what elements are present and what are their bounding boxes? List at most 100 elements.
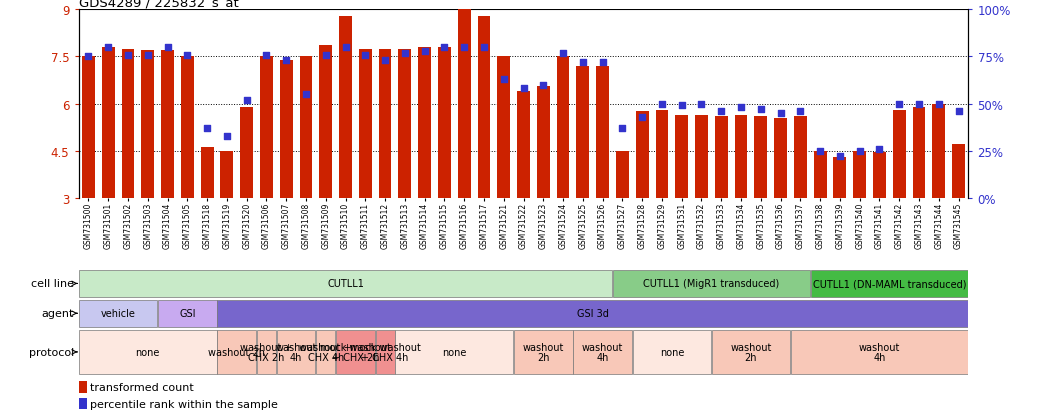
Point <box>357 52 374 59</box>
Bar <box>82 57 95 198</box>
Point <box>891 101 908 107</box>
Bar <box>517 92 530 198</box>
Text: washout
2h: washout 2h <box>522 342 564 363</box>
Point <box>773 110 789 117</box>
Bar <box>141 51 154 198</box>
Point <box>297 92 314 98</box>
Point <box>555 50 572 57</box>
Point <box>277 58 294 64</box>
Bar <box>161 51 174 198</box>
Bar <box>636 112 648 198</box>
Bar <box>695 115 708 198</box>
Bar <box>577 66 589 198</box>
Text: protocol: protocol <box>29 347 74 357</box>
Bar <box>336 330 375 374</box>
Point <box>831 154 848 160</box>
Point <box>495 76 512 83</box>
Bar <box>399 50 411 198</box>
Text: mock washout
+ CHX 4h: mock washout + CHX 4h <box>350 342 421 363</box>
Point <box>475 45 492 51</box>
Point <box>733 105 750 112</box>
Bar <box>339 17 352 198</box>
Bar <box>218 300 968 327</box>
Point <box>614 126 630 132</box>
Text: CUTLL1 (MigR1 transduced): CUTLL1 (MigR1 transduced) <box>643 279 780 289</box>
Bar <box>379 50 392 198</box>
Point <box>792 109 808 115</box>
Text: none: none <box>135 347 160 357</box>
Point <box>595 59 611 66</box>
Bar <box>557 57 570 198</box>
Bar <box>280 60 292 198</box>
Text: none: none <box>660 347 684 357</box>
Point <box>753 107 770 113</box>
Bar <box>810 270 968 297</box>
Point <box>239 97 255 104</box>
Bar <box>755 117 767 198</box>
Bar <box>79 270 612 297</box>
Point <box>436 45 452 51</box>
Text: washout +
CHX 4h: washout + CHX 4h <box>299 342 352 363</box>
Bar <box>240 107 253 198</box>
Bar <box>514 330 573 374</box>
Point <box>633 114 650 121</box>
Bar <box>814 151 826 198</box>
Text: GSI: GSI <box>179 309 196 318</box>
Bar <box>257 330 276 374</box>
Bar <box>438 48 451 198</box>
Text: transformed count: transformed count <box>90 382 194 392</box>
Bar <box>853 151 866 198</box>
Point <box>219 133 236 140</box>
Bar <box>873 153 886 198</box>
Bar <box>632 330 711 374</box>
Bar <box>735 115 748 198</box>
Bar <box>574 330 632 374</box>
Bar <box>794 117 807 198</box>
Text: washout 2h: washout 2h <box>208 347 265 357</box>
Point <box>397 50 414 57</box>
Text: none: none <box>442 347 467 357</box>
Bar <box>218 330 257 374</box>
Text: agent: agent <box>42 309 74 318</box>
Text: washout
4h: washout 4h <box>582 342 623 363</box>
Bar <box>102 48 114 198</box>
Point <box>653 101 670 107</box>
Point <box>139 52 156 59</box>
Bar <box>201 148 214 198</box>
Text: washout +
CHX 2h: washout + CHX 2h <box>240 342 293 363</box>
Bar <box>396 330 513 374</box>
Bar <box>359 50 372 198</box>
Point <box>455 45 472 51</box>
Point <box>535 82 552 89</box>
Bar <box>79 382 87 392</box>
Point <box>119 52 136 59</box>
Bar <box>121 50 134 198</box>
Bar <box>79 398 87 409</box>
Point <box>575 59 592 66</box>
Bar <box>833 157 846 198</box>
Text: cell line: cell line <box>31 279 74 289</box>
Bar <box>715 117 728 198</box>
Text: GSI 3d: GSI 3d <box>577 309 608 318</box>
Point <box>693 101 710 107</box>
Point <box>931 101 948 107</box>
Bar <box>260 57 273 198</box>
Bar <box>774 119 787 198</box>
Point <box>99 45 116 51</box>
Text: CUTLL1 (DN-MAML transduced): CUTLL1 (DN-MAML transduced) <box>812 279 966 289</box>
Bar <box>319 46 332 198</box>
Bar <box>675 115 688 198</box>
Bar <box>299 57 312 198</box>
Point <box>159 45 176 51</box>
Text: CUTLL1: CUTLL1 <box>327 279 364 289</box>
Bar <box>158 300 217 327</box>
Point <box>911 101 928 107</box>
Bar <box>933 104 945 198</box>
Point <box>951 109 967 115</box>
Point <box>199 126 216 132</box>
Point <box>80 54 96 61</box>
Text: vehicle: vehicle <box>101 309 135 318</box>
Bar <box>458 10 470 198</box>
Point <box>377 58 394 64</box>
Bar <box>276 330 315 374</box>
